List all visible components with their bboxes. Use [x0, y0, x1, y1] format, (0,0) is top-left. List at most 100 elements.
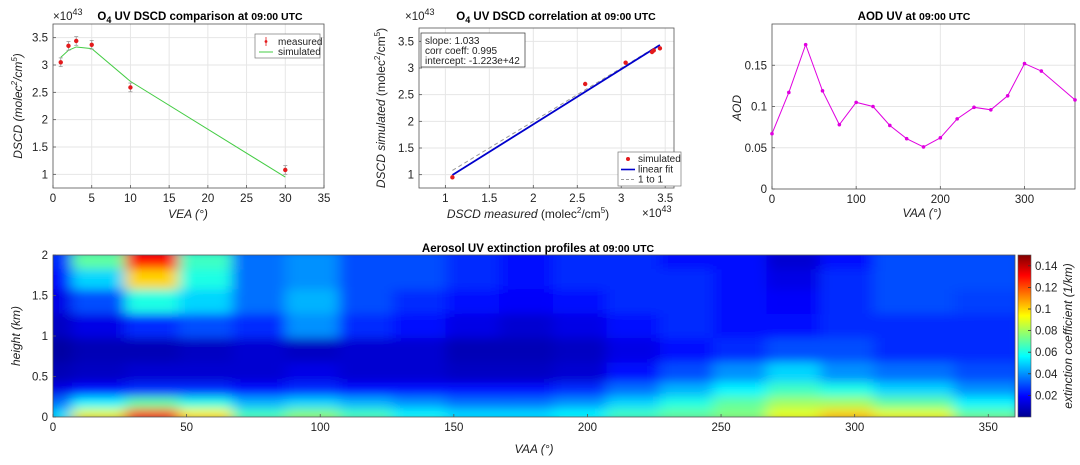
x-tick-label: 0: [50, 422, 56, 434]
colorbar-label: extinction coefficient (1/km): [1061, 263, 1075, 408]
measured-point: [128, 85, 133, 90]
aod-point: [1005, 93, 1010, 98]
measured-point: [66, 43, 71, 49]
simulated-point: [657, 46, 663, 51]
chart2-y-label: DSCD simulated (molec2/cm5): [373, 28, 388, 188]
chart2-stats-box: slope: 1.033 corr coeff: 0.995 intercept…: [420, 32, 526, 68]
chart3-x-ticks: 0 100 200 300: [769, 186, 1034, 206]
stats-intercept: intercept: -1.223e+42: [425, 56, 520, 67]
x-tick-label: 35: [318, 193, 331, 205]
chart-dscd-comparison: O4 UV DSCD comparison at 09:00 UTC ×1043…: [10, 7, 330, 221]
heatmap-cell: [766, 255, 836, 270]
aod-line: [771, 43, 1076, 148]
y-tick-label: 2.5: [32, 87, 48, 99]
x-tick-label: 1.5: [481, 193, 497, 205]
aod-point: [837, 122, 842, 127]
chart1-x-ticks: 0 5 10 15 20 25 30 35: [50, 185, 331, 205]
chart1-marks: [58, 36, 288, 178]
heatmap-cells: [53, 255, 1015, 417]
simulated-point: [582, 81, 588, 87]
x-tick-label: 0: [50, 193, 56, 205]
legend-simulated-icon: [626, 157, 630, 161]
colorbar: [1017, 254, 1032, 418]
heatmap-cell: [392, 255, 462, 270]
x-tick-label: 200: [578, 422, 597, 434]
chart1-y-label: DSCD (molec2/cm5): [10, 53, 25, 159]
linear-fit-line: [451, 44, 661, 176]
x-tick-label: 3: [618, 193, 624, 205]
heatmap-cell: [499, 255, 569, 270]
measured-point: [89, 42, 94, 47]
aod-point: [1039, 69, 1044, 73]
simulated-point: [450, 175, 455, 180]
colorbar-tick-label: 0.1: [1035, 304, 1051, 316]
colorbar-tick-label: 0.06: [1035, 347, 1057, 359]
x-tick-label: 10: [124, 193, 137, 205]
aod-point: [989, 108, 993, 112]
stats-corr: corr coeff: 0.995: [425, 46, 498, 57]
chart4-x-label: VAA (°): [514, 442, 553, 456]
y-tick-label: 2.5: [398, 90, 414, 102]
y-tick-label: 1: [42, 169, 48, 181]
legend-simulated-label: simulated: [638, 154, 681, 165]
x-tick-label: 3.5: [657, 193, 673, 205]
x-tick-label: 15: [163, 193, 176, 205]
chart-dscd-correlation: O4 UV DSCD correlation at 09:00 UTC ×104…: [373, 7, 682, 221]
chart4-y-ticks: 0 0.5 1 1.5 2: [32, 250, 56, 424]
x-tick-label: 30: [279, 193, 292, 205]
heatmap-cell: [659, 255, 730, 270]
colorbar-tick-label: 0.14: [1035, 261, 1058, 273]
heatmap-cell: [232, 255, 302, 270]
x-tick-label: 300: [1015, 194, 1034, 206]
x-tick-label: 100: [847, 194, 866, 206]
heatmap-cell: [285, 255, 355, 270]
one-to-one-line: [452, 44, 661, 171]
heatmap-cell: [873, 255, 970, 270]
aod-point: [1022, 61, 1027, 66]
x-tick-label: 2.5: [569, 193, 585, 205]
y-tick-label: 1.5: [32, 142, 48, 154]
colorbar-tick-label: 0.08: [1035, 326, 1057, 338]
heatmap-cell: [71, 255, 142, 270]
chart1-x-label: VEA (°): [168, 207, 208, 221]
x-tick-label: 100: [311, 422, 330, 434]
legend-fit-label: linear fit: [638, 165, 673, 176]
heatmap-cell: [552, 255, 623, 270]
aod-point: [770, 131, 774, 136]
chart3-x-label: VAA (°): [902, 206, 941, 220]
heatmap-cell: [125, 255, 195, 270]
heatmap-cell: [178, 255, 249, 270]
chart2-marks: [450, 44, 663, 180]
x-tick-label: 1: [442, 193, 448, 205]
aod-point: [820, 89, 825, 93]
chart1-title: O4 UV DSCD comparison at 09:00 UTC: [97, 11, 303, 25]
chart2-y-exponent: ×1043: [405, 7, 435, 23]
colorbar-tick-label: 0.04: [1035, 369, 1058, 381]
chart3-title: AOD UV at 09:00 UTC: [858, 11, 971, 23]
x-tick-label: 20: [201, 193, 214, 205]
y-tick-label: 2: [42, 115, 48, 127]
aod-point: [871, 104, 875, 109]
y-tick-label: 0.05: [745, 143, 767, 155]
heatmap-cell: [606, 255, 676, 270]
chart1-y-ticks: 1 1.5 2 2.5 3 3.5: [32, 33, 56, 181]
y-tick-label: 0.1: [751, 102, 767, 114]
heatmap-cell: [953, 255, 1015, 270]
chart4-y-label: height (km): [9, 306, 23, 366]
chart4-title: Aerosol UV extinction profiles at 09:00 …: [422, 243, 655, 255]
chart2-legend: simulated linear fit 1 to 1: [617, 151, 682, 187]
y-tick-label: 1.5: [398, 143, 414, 155]
chart3-marks: [770, 42, 1077, 149]
legend-one-label: 1 to 1: [638, 175, 663, 186]
aod-point: [955, 117, 959, 121]
y-tick-label: 2: [408, 116, 414, 128]
measured-point: [58, 60, 63, 65]
aod-point: [972, 105, 976, 110]
y-tick-label: 0: [42, 412, 48, 424]
simulated-point: [651, 48, 656, 53]
chart-extinction-profiles: Aerosol UV extinction profiles at 09:00 …: [9, 243, 1075, 456]
y-tick-label: 2: [42, 250, 48, 262]
y-tick-label: 0.15: [745, 60, 767, 72]
x-tick-label: 300: [845, 422, 864, 434]
